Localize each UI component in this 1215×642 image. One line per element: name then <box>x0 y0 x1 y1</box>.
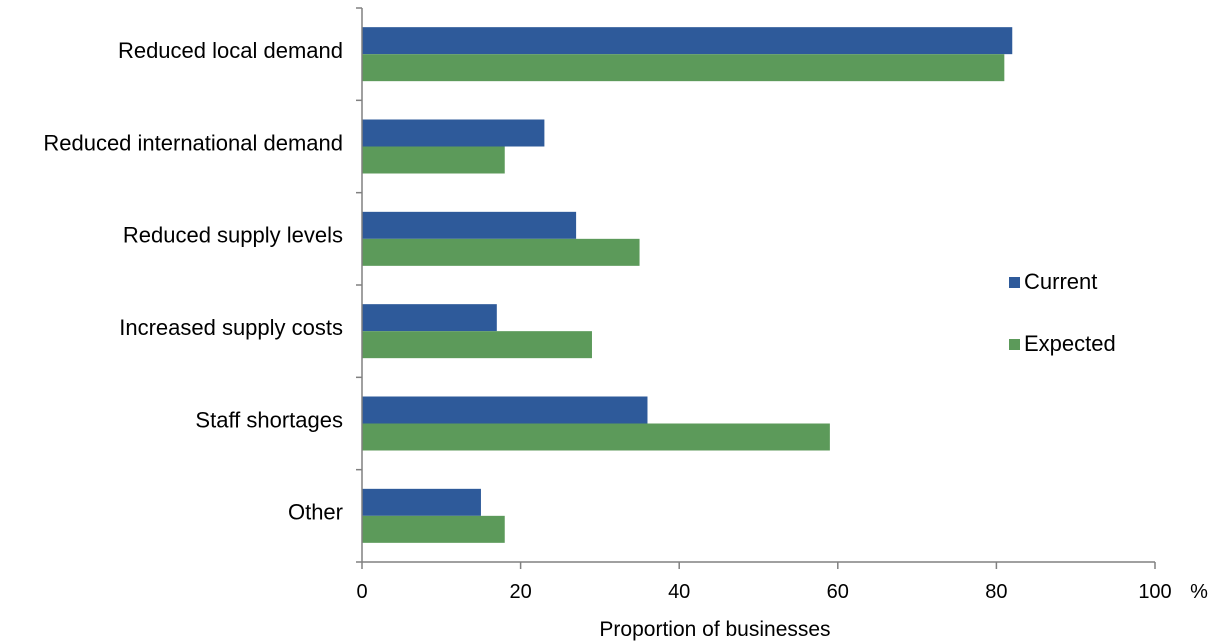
x-tick-label: 80 <box>985 581 1007 603</box>
x-tick-label: 60 <box>827 581 849 603</box>
legend-swatch-expected <box>1009 339 1020 350</box>
x-axis-ticks <box>361 562 1156 569</box>
bar-current <box>362 119 545 147</box>
bar-expected <box>362 423 830 451</box>
bar-current <box>362 304 497 332</box>
category-labels: Reduced local demand Reduced internationa… <box>43 38 343 525</box>
bar-expected <box>362 238 640 266</box>
bar-expected <box>362 146 505 174</box>
legend-label-expected: Expected <box>1024 331 1116 356</box>
x-tick-label: 40 <box>668 581 690 603</box>
bar-expected <box>362 515 505 543</box>
category-label: Staff shortages <box>195 407 343 432</box>
bars-layer <box>362 27 1013 543</box>
x-tick-label: 20 <box>509 581 531 603</box>
category-label: Other <box>288 500 343 525</box>
category-label: Increased supply costs <box>119 315 343 340</box>
bar-current <box>362 396 648 424</box>
bar-current <box>362 211 577 239</box>
category-label: Reduced international demand <box>43 130 343 155</box>
y-axis-ticks <box>356 7 362 563</box>
legend-label-current: Current <box>1024 269 1097 294</box>
category-label: Reduced local demand <box>118 38 343 63</box>
bar-expected <box>362 54 1005 82</box>
x-axis-title: Proportion of businesses <box>599 618 830 641</box>
bar-expected <box>362 331 592 359</box>
legend-swatch-current <box>1009 277 1020 288</box>
x-tick-label: 100 <box>1138 581 1171 603</box>
bar-current <box>362 488 481 516</box>
x-tick-labels: 0 20 40 60 80 100 <box>356 581 1171 603</box>
category-label: Reduced supply levels <box>123 223 343 248</box>
bar-current <box>362 27 1013 55</box>
x-axis-unit: % <box>1190 581 1208 603</box>
legend: Current Expected <box>1009 269 1116 356</box>
x-tick-label: 0 <box>356 581 367 603</box>
